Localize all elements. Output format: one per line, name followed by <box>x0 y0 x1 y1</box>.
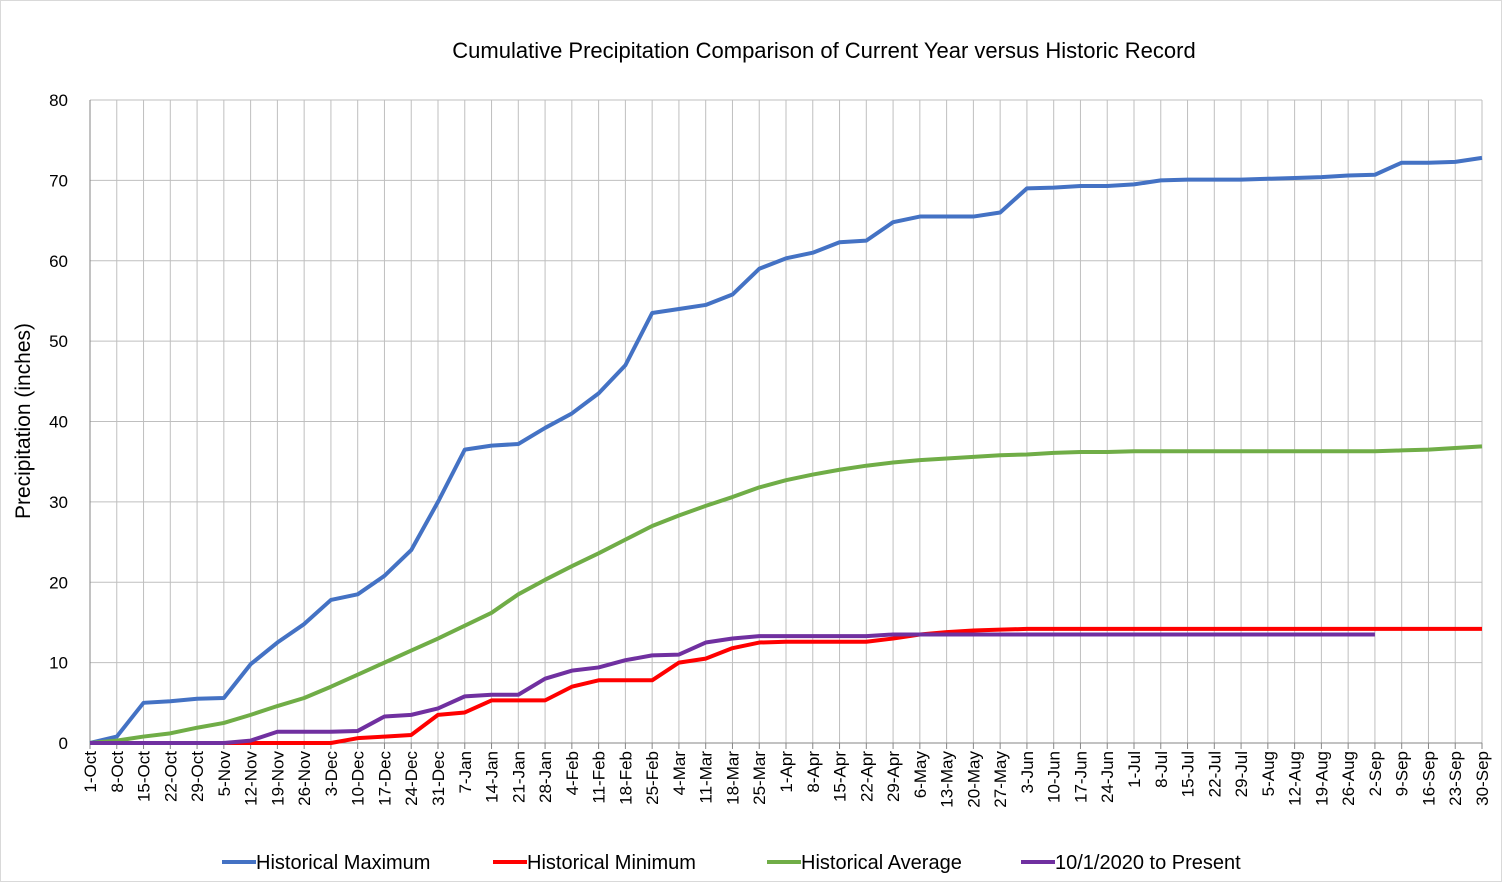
x-tick-label: 5-Aug <box>1259 751 1278 796</box>
y-tick-label: 80 <box>49 91 68 110</box>
legend-label: 10/1/2020 to Present <box>1055 852 1241 874</box>
x-tick-label: 23-Sep <box>1446 751 1465 806</box>
x-tick-label: 3-Dec <box>322 751 341 797</box>
x-tick-label: 9-Sep <box>1393 751 1412 796</box>
x-tick-label: 10-Jun <box>1045 751 1064 803</box>
y-tick-label: 40 <box>49 413 68 432</box>
series-line <box>89 155 1483 745</box>
y-tick-label: 60 <box>49 252 68 271</box>
y-tick-label: 30 <box>49 493 68 512</box>
series-line <box>90 632 1375 745</box>
y-axis-label: Precipitation (inches) <box>12 323 35 519</box>
x-tick-label: 27-May <box>991 751 1010 808</box>
x-tick-label: 13-May <box>938 751 957 808</box>
x-tick-label: 26-Aug <box>1339 751 1358 806</box>
x-tick-label: 28-Jan <box>536 751 555 803</box>
x-tick-label: 7-Jan <box>456 751 475 794</box>
x-tick-label: 18-Mar <box>723 751 742 805</box>
x-tick-label: 19-Aug <box>1312 751 1331 806</box>
x-tick-label: 8-Apr <box>804 751 823 793</box>
x-tick-label: 31-Dec <box>429 751 448 806</box>
x-tick-label: 30-Sep <box>1473 751 1492 806</box>
x-tick-label: 24-Dec <box>402 751 421 806</box>
x-tick-label: 8-Oct <box>108 751 127 793</box>
legend-label: Historical Average <box>801 852 962 874</box>
chart-title: Cumulative Precipitation Comparison of C… <box>452 38 1195 63</box>
legend-label: Historical Minimum <box>527 852 696 874</box>
x-tick-label: 12-Nov <box>242 751 261 806</box>
x-tick-label: 17-Jun <box>1071 751 1090 803</box>
y-tick-label: 0 <box>59 734 68 753</box>
x-tick-label: 15-Jul <box>1179 751 1198 797</box>
series-line <box>90 626 1482 745</box>
x-tick-label: 15-Apr <box>831 751 850 802</box>
x-tick-label: 1-Apr <box>777 751 796 793</box>
x-tick-label: 8-Jul <box>1152 751 1171 788</box>
x-tick-label: 15-Oct <box>135 751 154 802</box>
x-tick-label: 29-Jul <box>1232 751 1251 797</box>
x-tick-label: 19-Nov <box>268 751 287 806</box>
x-tick-label: 16-Sep <box>1419 751 1438 806</box>
x-tick-label: 11-Mar <box>697 751 716 804</box>
x-tick-label: 22-Apr <box>857 751 876 802</box>
x-tick-label: 4-Mar <box>670 751 689 796</box>
x-tick-label: 29-Apr <box>884 751 903 802</box>
x-tick-label: 11-Feb <box>590 751 609 804</box>
x-tick-label: 12-Aug <box>1286 751 1305 806</box>
x-tick-label: 1-Jul <box>1125 751 1144 788</box>
x-tick-label: 21-Jan <box>509 751 528 803</box>
x-tick-label: 5-Nov <box>215 751 234 797</box>
x-tick-label: 18-Feb <box>616 751 635 805</box>
x-tick-label: 17-Dec <box>375 751 394 806</box>
x-tick-label: 4-Feb <box>563 751 582 795</box>
x-tick-label: 6-May <box>911 751 930 799</box>
x-tick-label: 2-Sep <box>1366 751 1385 796</box>
x-tick-label: 25-Feb <box>643 751 662 805</box>
y-tick-label: 70 <box>49 171 68 190</box>
x-tick-label: 3-Jun <box>1018 751 1037 794</box>
x-tick-label: 22-Oct <box>161 751 180 802</box>
x-tick-label: 14-Jan <box>483 751 502 803</box>
x-tick-label: 10-Dec <box>349 751 368 806</box>
series-line <box>89 444 1483 745</box>
legend-label: Historical Maximum <box>256 852 430 874</box>
x-tick-label: 1-Oct <box>81 751 100 793</box>
x-tick-label: 22-Jul <box>1205 751 1224 797</box>
x-tick-label: 26-Nov <box>295 751 314 806</box>
x-tick-label: 29-Oct <box>188 751 207 802</box>
y-tick-label: 10 <box>49 654 68 673</box>
y-tick-label: 20 <box>49 573 68 592</box>
x-tick-label: 24-Jun <box>1098 751 1117 803</box>
x-tick-label: 25-Mar <box>750 751 769 805</box>
y-tick-label: 50 <box>49 332 68 351</box>
x-tick-label: 20-May <box>964 751 983 808</box>
